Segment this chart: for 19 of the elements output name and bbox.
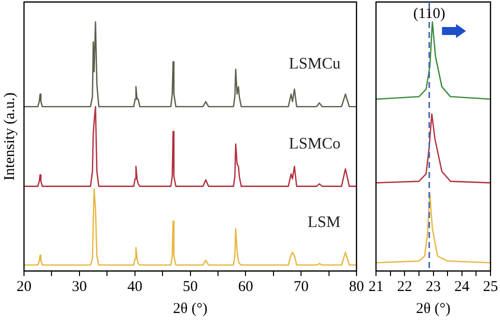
- x-tick-label: 40: [127, 278, 142, 295]
- x-tick-label: 60: [238, 278, 254, 295]
- x-tick-label: 22: [397, 278, 412, 295]
- annotation: (110): [413, 6, 446, 22]
- y-axis-title: Intensity (a.u.): [2, 92, 18, 180]
- x-tick-label: 21: [368, 278, 384, 295]
- x-axis-title: 2θ (°): [416, 300, 450, 317]
- x-axis-title: 2θ (°): [173, 300, 208, 317]
- series-label: LSMCu: [288, 56, 340, 73]
- series-label: LSM: [308, 214, 340, 232]
- x-tick-label: 50: [182, 278, 198, 295]
- series-label: LSMCo: [288, 135, 340, 152]
- x-tick-label: 23: [426, 278, 441, 295]
- x-tick-label: 80: [349, 278, 364, 295]
- x-tick-label: 20: [16, 278, 32, 295]
- x-tick-label: 24: [454, 278, 470, 295]
- x-tick-label: 70: [294, 278, 309, 295]
- x-tick-label: 25: [483, 278, 498, 295]
- x-tick-label: 30: [72, 278, 87, 295]
